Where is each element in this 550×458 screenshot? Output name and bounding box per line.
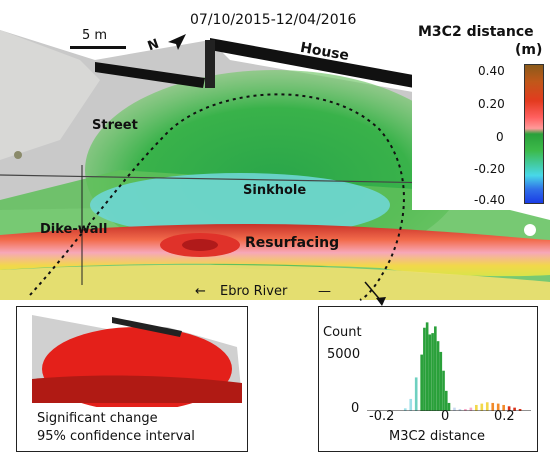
histogram-bar (425, 322, 429, 411)
significant-change-map (32, 315, 242, 407)
histogram-bar (442, 370, 445, 411)
histogram-bar (436, 341, 440, 411)
histogram-bar (502, 404, 505, 411)
lower-yellow-band (0, 264, 550, 300)
histogram-bar (496, 403, 500, 411)
histogram-bar (469, 407, 473, 411)
significant-change-inset: Significant change 95% confidence interv… (16, 306, 248, 452)
street-label: Street (92, 118, 138, 133)
histogram-bar (464, 408, 467, 411)
histogram-xtick: 0.2 (494, 409, 515, 424)
river-dash: — (318, 284, 331, 299)
histogram-inset: Count 5000 0 -0.2 0 0.2 M3C2 distance (318, 306, 538, 452)
histogram-bar (518, 408, 522, 411)
histogram-bar (431, 333, 434, 411)
histogram-ylabel: Count (323, 325, 362, 340)
resurfacing-hotspot-core (182, 239, 218, 251)
colorbar-unit: (m) (515, 42, 543, 58)
histogram-ytick: 5000 (327, 347, 361, 362)
histogram-xlabel: M3C2 distance (389, 429, 486, 444)
north-arrow-icon (168, 34, 186, 50)
colorbar-title: M3C2 distance (418, 24, 534, 40)
histogram-bar (428, 334, 432, 411)
significant-change-line2: 95% confidence interval (37, 429, 195, 444)
colorbar-gradient (524, 64, 544, 204)
resurfacing-label: Resurfacing (245, 235, 340, 251)
river-label: Ebro River (220, 284, 288, 299)
colorbar-tick: 0.40 (478, 64, 505, 78)
colorbar-tick: 0 (496, 130, 504, 144)
house-wall-left (95, 62, 205, 88)
histogram-bar (485, 402, 489, 411)
sinkhole-label: Sinkhole (243, 183, 307, 198)
histogram-bar (507, 406, 511, 411)
histogram-bar (403, 408, 407, 411)
histogram-bar (423, 327, 426, 411)
histogram-bar (439, 351, 443, 411)
date-range: 07/10/2015-12/04/2016 (190, 12, 357, 28)
histogram-bar (434, 326, 437, 411)
colorbar-tick: -0.40 (474, 193, 506, 207)
colorbar-tick: 0.20 (478, 97, 505, 111)
scale-bar-label: 5 m (82, 28, 108, 43)
house-wall (210, 38, 430, 90)
histogram-xtick: -0.2 (369, 409, 395, 424)
histogram-plot (367, 322, 531, 411)
histogram-bar (444, 390, 448, 411)
river-arrow-left-icon: ← (195, 284, 206, 299)
house-wall-corner (205, 40, 215, 88)
histogram-xtick: 0 (441, 409, 450, 424)
significant-change-line1: Significant change (37, 411, 158, 426)
street-light (0, 30, 100, 160)
scale-bar (70, 46, 126, 49)
histogram-bar (480, 403, 484, 411)
histogram-bar (491, 402, 495, 411)
histogram-bar (447, 402, 451, 411)
resurfacing-band (0, 224, 550, 277)
histogram-pointer-arrow-icon (364, 281, 386, 306)
sinkhole-cyan-zone (90, 173, 390, 237)
colorbar-tick: -0.20 (474, 162, 506, 176)
histogram-bar (414, 377, 418, 411)
histogram-bar (458, 408, 462, 411)
histogram-bar (453, 407, 456, 411)
dike-wall-label: Dike-wall (40, 222, 108, 237)
histogram-yzero: 0 (351, 401, 360, 416)
histogram-bar (420, 354, 423, 411)
histogram-bar (475, 404, 478, 411)
histogram-bar (513, 407, 516, 411)
histogram-bar (409, 398, 413, 411)
